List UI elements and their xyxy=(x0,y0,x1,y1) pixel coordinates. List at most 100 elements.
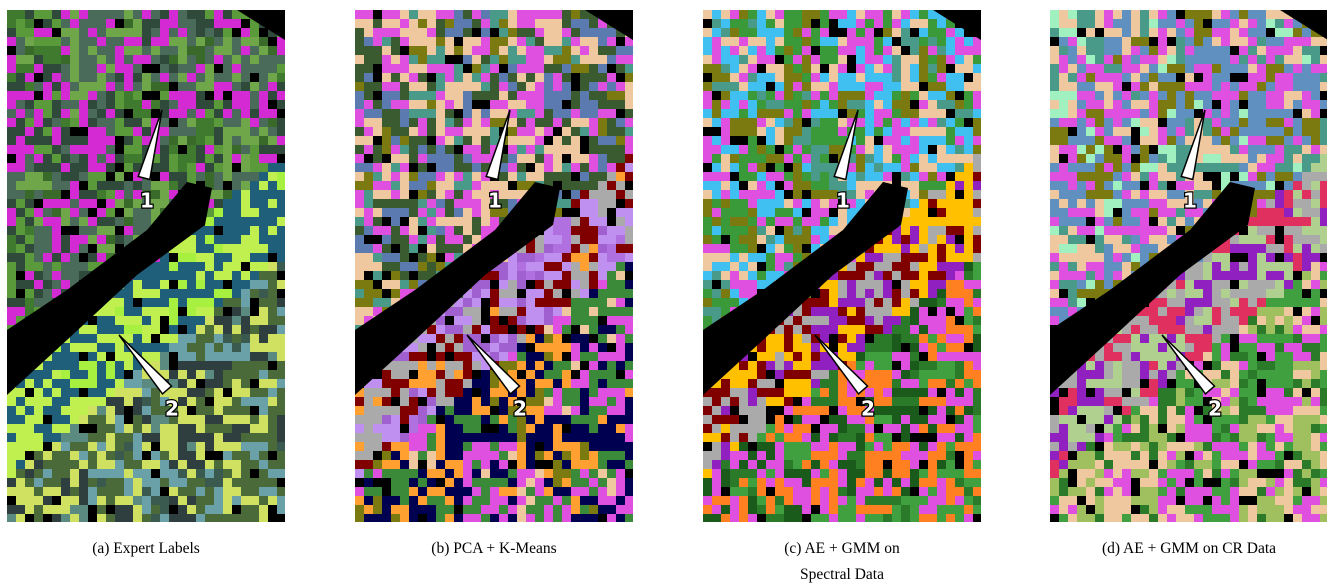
map-cell xyxy=(829,289,838,298)
map-cell xyxy=(937,118,946,127)
map-cell xyxy=(919,91,928,100)
map-cell xyxy=(973,289,981,298)
map-cell xyxy=(544,118,553,127)
map-cell xyxy=(463,55,472,64)
map-cell xyxy=(739,370,748,379)
map-cell xyxy=(748,145,757,154)
map-cell xyxy=(241,82,250,91)
map-cell xyxy=(268,505,277,514)
map-cell xyxy=(553,280,562,289)
map-cell xyxy=(373,478,382,487)
map-cell xyxy=(883,397,892,406)
map-cell xyxy=(124,379,133,388)
map-cell xyxy=(517,118,526,127)
map-cell xyxy=(598,514,607,522)
map-cell xyxy=(7,91,16,100)
map-cell xyxy=(268,181,277,190)
map-cell xyxy=(445,208,454,217)
map-cell xyxy=(436,208,445,217)
map-cell xyxy=(472,514,481,522)
map-cell xyxy=(454,127,463,136)
map-cell xyxy=(34,199,43,208)
map-cell xyxy=(964,118,973,127)
map-cell xyxy=(838,298,847,307)
map-cell xyxy=(454,514,463,522)
map-cell xyxy=(61,388,70,397)
map-cell xyxy=(187,514,196,522)
map-cell xyxy=(973,73,981,82)
map-cell xyxy=(598,379,607,388)
map-cell xyxy=(901,316,910,325)
map-cell xyxy=(418,235,427,244)
map-cell xyxy=(223,271,232,280)
map-cell xyxy=(205,271,214,280)
map-cell xyxy=(580,190,589,199)
map-cell xyxy=(739,172,748,181)
map-cell xyxy=(79,163,88,172)
map-cell xyxy=(463,28,472,37)
map-cell xyxy=(61,118,70,127)
map-cell xyxy=(472,406,481,415)
map-cell xyxy=(214,298,223,307)
map-cell xyxy=(883,316,892,325)
map-cell xyxy=(580,73,589,82)
map-cell xyxy=(79,487,88,496)
map-cell xyxy=(418,154,427,163)
map-cell xyxy=(955,244,964,253)
map-cell xyxy=(625,406,633,415)
map-cell xyxy=(901,370,910,379)
map-cell xyxy=(70,379,79,388)
panel: 12(c) AE + GMM onSpectral Data xyxy=(703,10,981,588)
map-cell xyxy=(241,64,250,73)
map-cell xyxy=(169,19,178,28)
map-cell xyxy=(223,64,232,73)
map-cell xyxy=(811,73,820,82)
map-cell xyxy=(124,415,133,424)
map-cell xyxy=(115,217,124,226)
map-cell xyxy=(946,379,955,388)
map-cell xyxy=(445,199,454,208)
map-cell xyxy=(88,514,97,522)
map-cell xyxy=(97,316,106,325)
map-cell xyxy=(973,91,981,100)
map-cell xyxy=(142,271,151,280)
map-cell xyxy=(721,37,730,46)
map-cell xyxy=(589,19,598,28)
map-cell xyxy=(133,37,142,46)
map-cell xyxy=(766,28,775,37)
map-cell xyxy=(535,514,544,522)
map-cell xyxy=(517,262,526,271)
map-cell xyxy=(205,388,214,397)
map-cell xyxy=(115,127,124,136)
map-cell xyxy=(535,55,544,64)
map-cell xyxy=(553,289,562,298)
map-cell xyxy=(964,307,973,316)
map-cell xyxy=(499,64,508,73)
map-cell xyxy=(43,406,52,415)
map-cell xyxy=(928,37,937,46)
map-cell xyxy=(7,235,16,244)
map-cell xyxy=(427,253,436,262)
map-cell xyxy=(562,271,571,280)
map-cell xyxy=(7,145,16,154)
map-cell xyxy=(865,91,874,100)
map-cell xyxy=(277,325,285,334)
map-cell xyxy=(178,433,187,442)
map-cell xyxy=(892,172,901,181)
map-cell xyxy=(883,154,892,163)
map-cell xyxy=(625,307,633,316)
map-cell xyxy=(196,352,205,361)
map-cell xyxy=(79,46,88,55)
map-cell xyxy=(25,37,34,46)
map-cell xyxy=(43,73,52,82)
map-cell xyxy=(544,307,553,316)
map-cell xyxy=(16,424,25,433)
map-cell xyxy=(964,100,973,109)
map-cell xyxy=(400,37,409,46)
map-cell xyxy=(901,163,910,172)
map-cell xyxy=(106,127,115,136)
map-cell xyxy=(52,145,61,154)
map-cell xyxy=(589,505,598,514)
map-cell xyxy=(544,37,553,46)
map-cell xyxy=(418,478,427,487)
